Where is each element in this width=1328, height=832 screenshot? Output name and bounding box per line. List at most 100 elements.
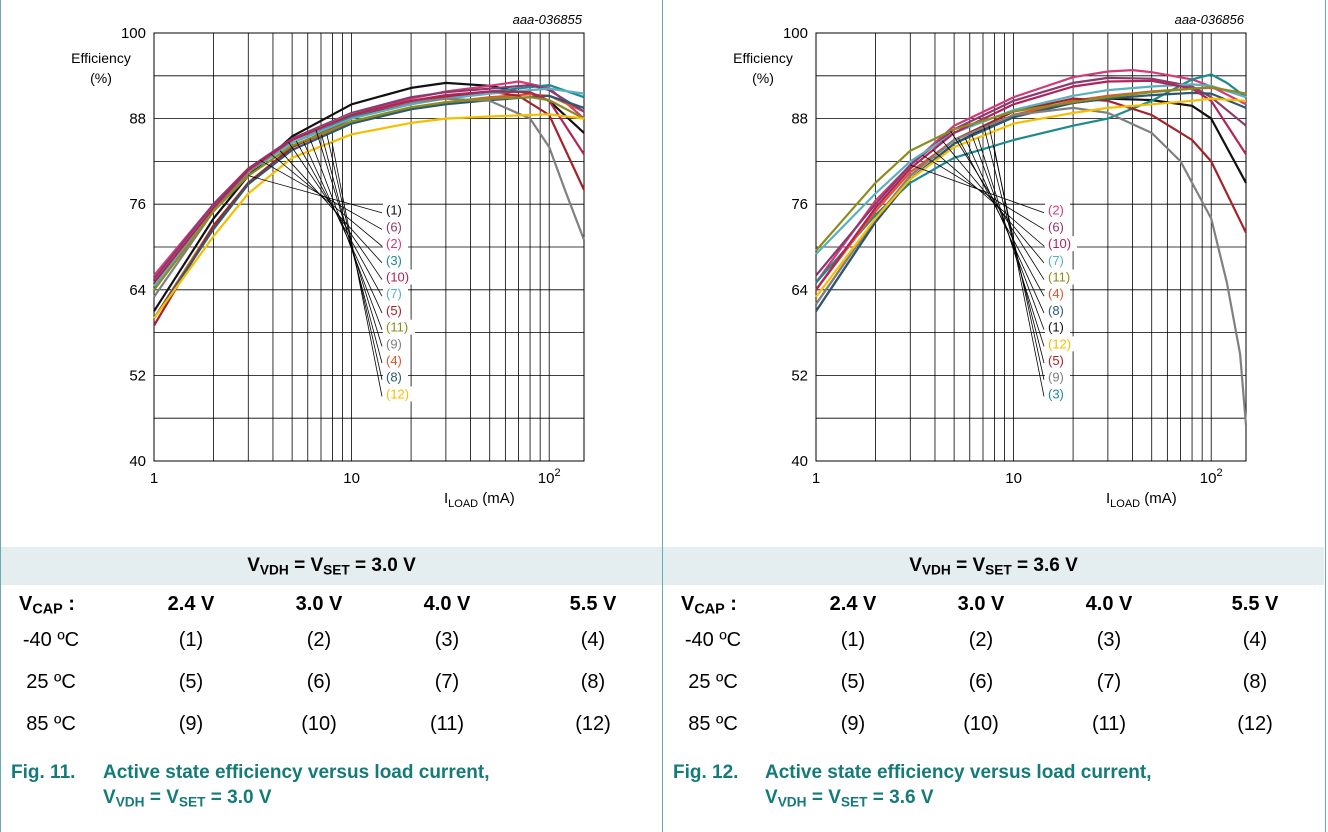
x-tick-label: 102	[1200, 467, 1223, 487]
column-header: 3.0 V	[295, 593, 343, 615]
caption-condition: VVDH = VSET = 3.0 V	[103, 787, 272, 810]
column-header: 5.5 V	[1231, 593, 1279, 615]
series-line	[153, 113, 585, 319]
y-axis-label: Efficiency	[71, 50, 131, 66]
series-line	[815, 79, 1247, 291]
series-label-bg	[1045, 369, 1070, 385]
condition-title: VVDH = VSET = 3.0 V	[247, 555, 416, 578]
table-cell: (10)	[963, 713, 999, 735]
efficiency-chart-fig12: 40 52 64 76 88 100 1 10 102 Efficiency (%) ILOAD (m…	[733, 12, 1248, 510]
series-line	[153, 96, 585, 291]
leader-line	[932, 149, 1045, 247]
condition-band	[1, 547, 662, 585]
x-axis-label-sub: LOAD	[1110, 498, 1140, 510]
series-label: (12)	[1048, 336, 1071, 351]
column-header: 3.0 V	[957, 593, 1005, 615]
grid	[153, 32, 585, 462]
x-tick-exponent: 2	[1216, 467, 1222, 479]
table-cell: (9)	[840, 713, 866, 735]
series-label: (1)	[386, 203, 402, 218]
table-cell: (3)	[434, 629, 460, 651]
temp-label: -40 ºC	[22, 629, 80, 651]
y-tick-label: 76	[791, 196, 808, 213]
series-label: (3)	[1048, 386, 1064, 401]
series-label-bg	[383, 302, 408, 318]
x-tick-label: 1	[150, 470, 158, 487]
series-line	[153, 94, 585, 319]
table-cell: (5)	[840, 671, 866, 693]
figure-11-panel: 40 52 64 76 88 100 1 10 102 Efficiency (%) ILOAD (m…	[0, 0, 663, 832]
y-tick-label: 76	[129, 196, 146, 213]
leader-line	[993, 145, 1045, 397]
condition-band	[663, 547, 1324, 585]
series-line	[153, 90, 585, 327]
series-label-bg	[1045, 319, 1070, 335]
series-label: (10)	[1048, 236, 1071, 251]
caption-condition: VVDH = VSET = 3.6 V	[765, 787, 934, 810]
series-label: (2)	[386, 236, 402, 251]
table-cell: (7)	[1096, 671, 1122, 693]
grid	[815, 32, 1247, 462]
table-row: 25 ºC (5) (6) (7) (8)	[663, 671, 1324, 711]
leader-line	[964, 138, 1045, 314]
series-label: (5)	[1048, 353, 1064, 368]
series-label-bg	[383, 353, 408, 369]
series-label-bg	[1045, 236, 1077, 252]
table-row: 85 ºC (9) (10) (11) (12)	[663, 713, 1324, 753]
table-cell: (10)	[301, 713, 337, 735]
leader-line	[260, 159, 383, 230]
series-label: (8)	[386, 370, 402, 385]
efficiency-chart-fig11: 40 52 64 76 88 100 1 10 102 Efficiency (%) ILOAD (m…	[71, 12, 586, 510]
leader-line	[279, 150, 383, 264]
series-line	[815, 73, 1247, 284]
table-header-row: VCAP : 2.4 V 3.0 V 4.0 V 5.5 V	[663, 585, 1324, 625]
table-cell: (11)	[1091, 713, 1127, 735]
x-tick-label: 10	[1005, 470, 1022, 487]
table-row: 25 ºC (5) (6) (7) (8)	[1, 671, 662, 711]
figure-reference: aaa-036855	[513, 12, 583, 27]
caption-text: Active state efficiency versus load curr…	[103, 762, 490, 783]
series-label: (7)	[386, 286, 402, 301]
x-tick-exponent: 2	[554, 467, 560, 479]
series-label-bg	[383, 336, 408, 352]
x-axis-label-unit: (mA)	[478, 490, 515, 507]
series-line	[153, 90, 585, 284]
x-axis-label-unit: (mA)	[1140, 490, 1177, 507]
series-label-bg	[1045, 269, 1077, 285]
condition-title: VVDH = VSET = 3.6 V	[909, 555, 1078, 578]
temp-label: 25 ºC	[26, 671, 76, 693]
table-row: 85 ºC (9) (10) (11) (12)	[1, 713, 662, 753]
series-label: (10)	[386, 270, 409, 285]
table-cell: (4)	[580, 629, 606, 651]
series-label: (7)	[1048, 253, 1064, 268]
y-tick-label: 88	[791, 111, 808, 128]
vcap-header: VCAP :	[681, 593, 737, 618]
series-label-bg	[383, 386, 415, 402]
table-cell: (6)	[968, 671, 994, 693]
series-label-bg	[383, 269, 415, 285]
x-tick-label: 102	[538, 467, 561, 487]
x-axis-label-sub: LOAD	[448, 498, 478, 510]
x-tick-label: 10	[343, 470, 360, 487]
leader-line	[321, 134, 383, 364]
y-tick-label: 100	[121, 25, 146, 42]
series-line	[815, 106, 1248, 426]
series-label: (6)	[386, 219, 402, 234]
y-axis-label: Efficiency	[733, 50, 793, 66]
table-row: -40 ºC (1) (2) (3) (4)	[663, 629, 1324, 669]
y-axis-unit: (%)	[90, 70, 112, 86]
figure-number: Fig. 12.	[673, 762, 739, 783]
table-header-row: VCAP : 2.4 V 3.0 V 4.0 V 5.5 V	[1, 585, 662, 625]
y-tick-label: 40	[791, 453, 808, 470]
series-line	[153, 97, 586, 298]
table-cell: (3)	[1096, 629, 1122, 651]
series-label-bg	[1045, 252, 1070, 268]
temp-label: -40 ºC	[684, 629, 742, 651]
series-label-bg	[1045, 202, 1070, 218]
y-tick-label: 100	[783, 25, 808, 42]
series-label: (3)	[386, 253, 402, 268]
leader-line	[309, 138, 383, 330]
y-tick-label: 52	[791, 367, 808, 384]
column-header: 4.0 V	[1085, 593, 1133, 615]
leader-line	[977, 137, 1045, 347]
